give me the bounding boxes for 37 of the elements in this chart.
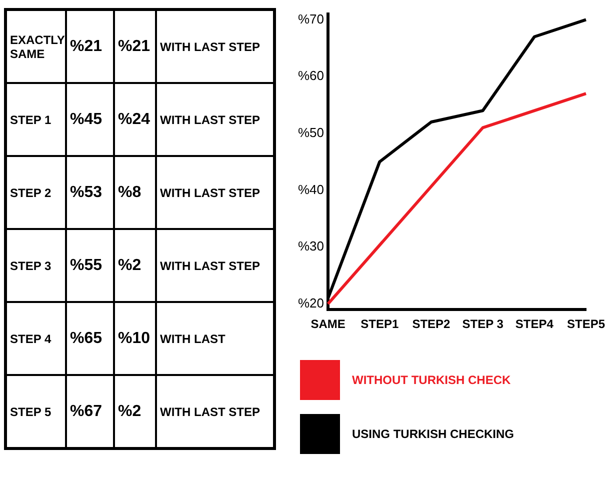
text: EXACTLY SAME (6, 10, 66, 83)
y-tick-label: %30 (298, 238, 324, 254)
text: %55 (66, 229, 114, 302)
text: %10 (114, 302, 156, 375)
text: %67 (66, 375, 114, 448)
y-tick-label: %70 (298, 11, 324, 26)
text: %53 (66, 156, 114, 229)
text: WITH LAST STEP (156, 10, 274, 83)
x-tick-label: STEP4 (515, 317, 554, 332)
text: WITH LAST STEP (156, 375, 274, 448)
x-tick-label: STEP1 (360, 317, 399, 332)
text: %21 (66, 10, 114, 83)
text: %45 (66, 83, 114, 156)
x-tick-label: STEP2 (412, 317, 451, 332)
text: STEP 1 (6, 83, 66, 156)
text: %65 (66, 302, 114, 375)
text: WITH LAST STEP (156, 156, 274, 229)
x-tick-label: SAME (310, 317, 346, 332)
text: USING TURKISH CHECKING (352, 427, 514, 441)
text: %2 (114, 229, 156, 302)
text: %2 (114, 375, 156, 448)
y-tick-label: %40 (298, 182, 324, 197)
y-tick-label: %20 (298, 295, 324, 310)
y-tick-label: %60 (298, 68, 324, 84)
text: WITH LAST STEP (156, 83, 274, 156)
text: %8 (114, 156, 156, 229)
text: %21 (114, 10, 156, 83)
text: WITHOUT TURKISH CHECK (352, 373, 511, 387)
y-tick-label: %50 (298, 124, 324, 140)
text: %24 (114, 83, 156, 156)
x-tick-label: STEP5 (566, 317, 606, 332)
text: WITH LAST (156, 302, 274, 375)
x-tick-label: STEP 3 (462, 317, 504, 332)
text: STEP 4 (6, 302, 66, 375)
text: STEP 2 (6, 156, 66, 229)
text: STEP 5 (6, 375, 66, 448)
text: WITH LAST STEP (156, 229, 274, 302)
